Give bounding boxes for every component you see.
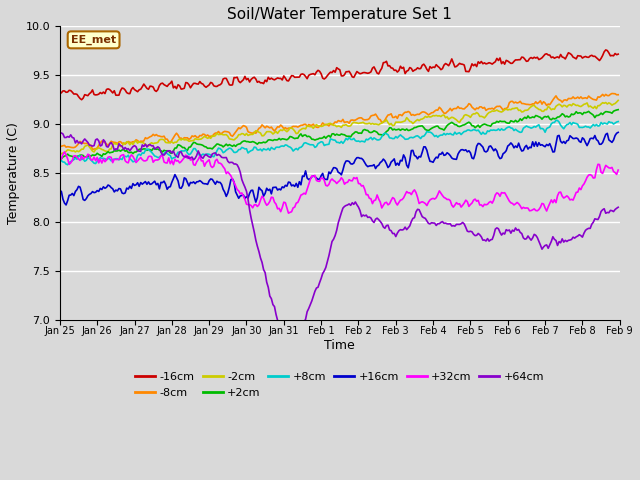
+32cm: [303, 187, 311, 192]
Text: EE_met: EE_met: [71, 35, 116, 45]
Title: Soil/Water Temperature Set 1: Soil/Water Temperature Set 1: [227, 7, 452, 22]
+64cm: [586, 226, 594, 231]
-2cm: [614, 97, 622, 103]
+2cm: [301, 132, 309, 138]
+16cm: [243, 193, 250, 199]
+32cm: [61, 149, 68, 155]
-16cm: [126, 91, 134, 96]
+16cm: [252, 199, 260, 205]
+2cm: [252, 140, 260, 146]
+2cm: [56, 156, 64, 162]
-16cm: [602, 47, 609, 53]
+64cm: [58, 130, 65, 136]
+32cm: [586, 172, 594, 178]
Line: +16cm: +16cm: [60, 132, 618, 205]
Y-axis label: Temperature (C): Temperature (C): [7, 122, 20, 224]
+8cm: [301, 140, 309, 145]
-2cm: [243, 131, 250, 136]
-8cm: [243, 124, 250, 130]
+64cm: [243, 188, 250, 194]
+64cm: [252, 237, 260, 243]
+8cm: [243, 146, 250, 152]
+8cm: [552, 118, 560, 123]
-8cm: [608, 91, 616, 96]
+16cm: [126, 183, 134, 189]
-8cm: [585, 93, 593, 99]
-8cm: [252, 131, 260, 136]
+8cm: [56, 158, 64, 164]
+8cm: [126, 156, 134, 161]
+8cm: [586, 125, 594, 131]
-8cm: [126, 140, 134, 145]
+2cm: [224, 143, 232, 148]
-2cm: [252, 128, 260, 133]
+16cm: [56, 187, 64, 193]
+16cm: [301, 168, 309, 174]
+16cm: [585, 140, 593, 145]
+8cm: [252, 144, 260, 150]
-2cm: [224, 133, 232, 139]
-16cm: [252, 76, 260, 82]
-2cm: [301, 126, 309, 132]
+16cm: [224, 190, 232, 196]
+16cm: [614, 130, 622, 135]
-2cm: [56, 150, 64, 156]
-16cm: [585, 54, 593, 60]
Legend: -16cm, -8cm, -2cm, +2cm, +8cm, +16cm, +32cm, +64cm: -16cm, -8cm, -2cm, +2cm, +8cm, +16cm, +3…: [131, 368, 548, 402]
+8cm: [64, 162, 72, 168]
Line: -8cm: -8cm: [60, 94, 618, 149]
-16cm: [243, 77, 250, 83]
+64cm: [56, 131, 64, 136]
-8cm: [224, 129, 232, 135]
+16cm: [62, 202, 70, 208]
+2cm: [58, 156, 65, 162]
Line: +64cm: +64cm: [60, 133, 618, 339]
Line: -16cm: -16cm: [60, 50, 618, 100]
-2cm: [126, 142, 134, 148]
+64cm: [303, 309, 311, 314]
-16cm: [56, 91, 64, 97]
-8cm: [56, 144, 64, 149]
-16cm: [301, 73, 309, 79]
Line: +32cm: +32cm: [60, 152, 618, 213]
Line: -2cm: -2cm: [60, 100, 618, 154]
+2cm: [614, 107, 622, 112]
-8cm: [89, 146, 97, 152]
+32cm: [224, 169, 232, 175]
Line: +2cm: +2cm: [60, 109, 618, 159]
X-axis label: Time: Time: [324, 339, 355, 352]
-16cm: [224, 79, 232, 84]
+2cm: [126, 150, 134, 156]
Line: +8cm: +8cm: [60, 120, 618, 165]
+64cm: [224, 158, 232, 164]
+64cm: [126, 148, 134, 154]
+32cm: [285, 210, 292, 216]
+32cm: [614, 167, 622, 173]
-16cm: [614, 51, 622, 57]
+32cm: [126, 155, 134, 160]
+64cm: [283, 336, 291, 342]
+2cm: [243, 139, 250, 144]
+64cm: [614, 204, 622, 210]
-2cm: [58, 151, 65, 156]
+32cm: [56, 157, 64, 163]
+2cm: [585, 108, 593, 114]
-2cm: [585, 104, 593, 109]
+8cm: [614, 119, 622, 124]
+32cm: [243, 201, 250, 207]
+8cm: [224, 146, 232, 152]
+32cm: [252, 202, 260, 207]
-8cm: [614, 92, 622, 97]
-8cm: [301, 121, 309, 127]
-16cm: [78, 97, 86, 103]
